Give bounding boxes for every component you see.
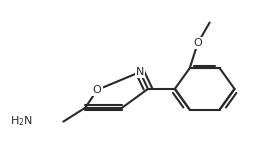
Text: H$_2$N: H$_2$N [10, 115, 32, 128]
Text: O: O [193, 38, 202, 48]
Text: N: N [136, 67, 144, 77]
Text: O: O [93, 85, 102, 95]
